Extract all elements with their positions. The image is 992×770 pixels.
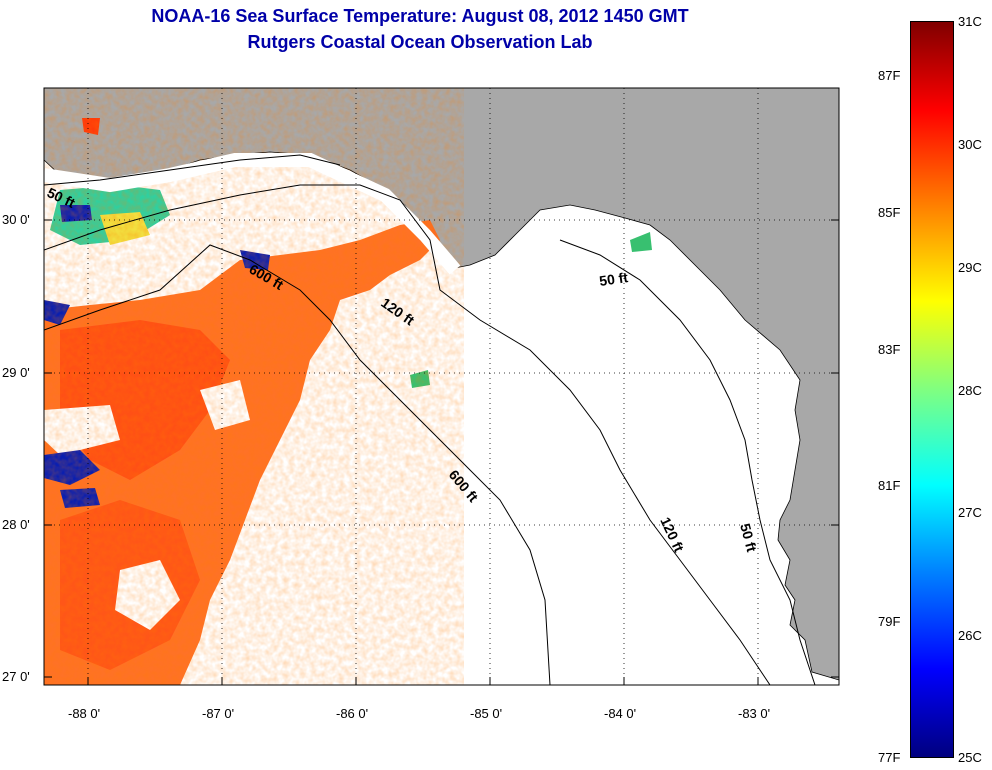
- lon-label-87: -87 0': [202, 706, 235, 721]
- contour-120ft: [44, 184, 771, 685]
- colorbar-label-26c: 26C: [958, 628, 982, 643]
- lon-label-85: -85 0': [470, 706, 503, 721]
- lat-label-29: 29 0': [2, 365, 30, 380]
- colorbar-label-77f: 77F: [878, 750, 901, 765]
- colorbar-label-31c: 31C: [958, 14, 982, 29]
- colorbar-label-87f: 87F: [878, 68, 901, 83]
- contour-label-50ft-east: 50 ft: [598, 269, 629, 289]
- contour-label-50ft-south: 50 ft: [737, 522, 760, 554]
- colorbar-label-81f: 81F: [878, 478, 901, 493]
- colorbar-label-25c: 25C: [958, 750, 982, 765]
- lon-label-83: -83 0': [738, 706, 771, 721]
- colorbar-label-85f: 85F: [878, 205, 901, 220]
- colorbar-label-29c: 29C: [958, 260, 982, 275]
- contour-50ft-east: [559, 239, 816, 685]
- temperature-colorbar: [910, 21, 954, 758]
- colorbar-label-28c: 28C: [958, 383, 982, 398]
- lon-label-86: -86 0': [336, 706, 369, 721]
- colorbar-label-27c: 27C: [958, 505, 982, 520]
- contour-600ft: [44, 244, 551, 685]
- colorbar-label-30c: 30C: [958, 137, 982, 152]
- colorbar-label-79f: 79F: [878, 614, 901, 629]
- lat-label-30: 30 0': [2, 212, 30, 227]
- lat-label-27: 27 0': [2, 669, 30, 684]
- contour-50ft-west: [44, 154, 341, 186]
- lon-label-84: -84 0': [604, 706, 637, 721]
- map-subtitle: Rutgers Coastal Ocean Observation Lab: [247, 32, 593, 52]
- colorbar-label-83f: 83F: [878, 342, 901, 357]
- map-title: NOAA-16 Sea Surface Temperature: August …: [151, 6, 689, 26]
- lon-label-88: -88 0': [68, 706, 101, 721]
- lat-label-28: 28 0': [2, 517, 30, 532]
